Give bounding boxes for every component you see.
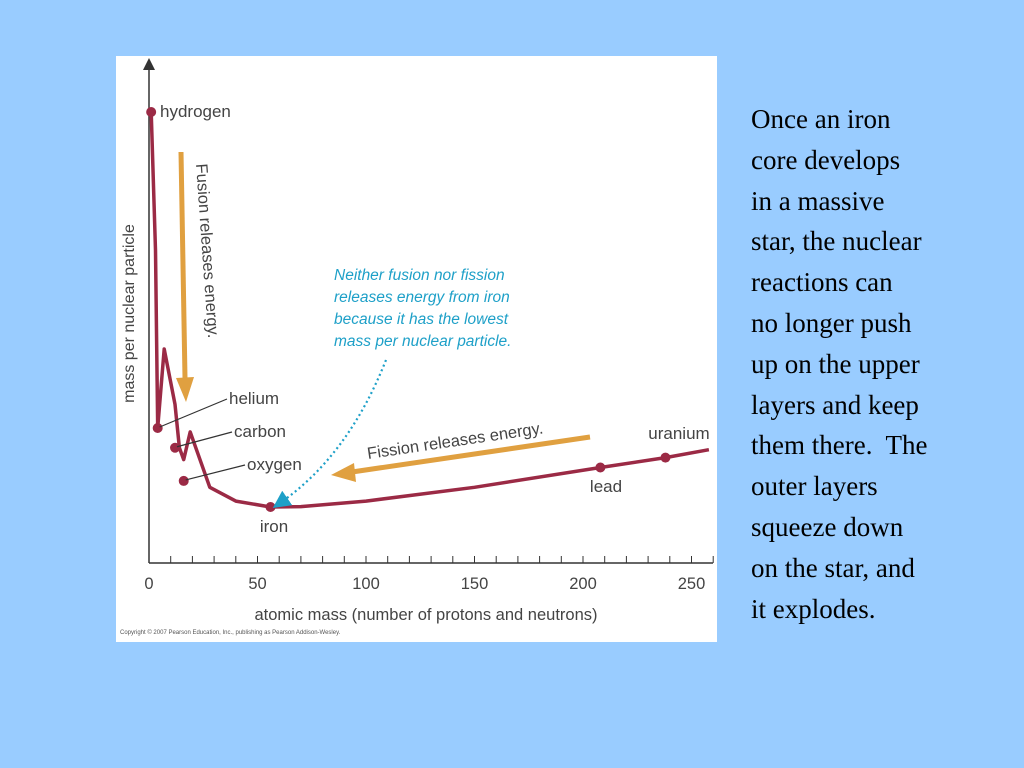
copyright-text: Copyright © 2007 Pearson Education, Inc.… [120,630,341,636]
chart-figure: mass per nuclear particle atomic mass (nu… [116,56,717,642]
element-labels: hydrogen helium carbon oxygen iron lead uraniu… [159,102,710,536]
slide-text-line: on the star, and [751,552,915,583]
slide-text-line: no longer push [751,307,912,338]
slide-text-line: squeeze down [751,511,904,542]
slide-text-line: it explodes. [751,593,876,624]
hydrogen-point [146,107,157,117]
helium-point [152,423,163,433]
slide-body-text: Once an iron core develops in a massive sta… [751,99,1013,629]
iron-note-pointer [272,359,388,509]
slide-text-line: up on the upper [751,348,920,379]
x-axis-label: atomic mass (number of protons and neutr… [255,606,598,624]
x-tick-label: 200 [569,575,597,593]
oxygen-point [178,475,189,486]
slide-text-line: them there. The [751,430,928,461]
slide-text-line: layers and keep [751,389,919,420]
fusion-annotation: Fusion releases energy. [192,163,222,339]
slide-text-line: in a massive [751,185,885,216]
slide-text-line: outer layers [751,471,878,502]
carbon-label: carbon [234,422,286,441]
oxygen-leader-line [185,464,246,481]
uranium-label: uranium [648,424,709,443]
lead-label: lead [590,477,622,496]
hydrogen-label: hydrogen [160,102,231,121]
x-tick-label: 50 [248,575,266,593]
lead-point [595,462,606,473]
energy-arrows [176,151,591,482]
iron-label: iron [260,517,288,536]
iron-note-line: Neither fusion nor fission [334,267,505,284]
x-tick-label: 250 [678,575,706,593]
slide-text-line: core develops [751,144,901,175]
x-tick-label: 150 [461,575,489,593]
binding-energy-line [149,111,710,509]
oxygen-label: oxygen [247,455,302,474]
helium-leader-line [159,398,228,428]
carbon-point [170,442,181,453]
chart-svg: mass per nuclear particle atomic mass (nu… [121,58,714,624]
fission-arrow-shaft [351,434,591,475]
iron-note-line: releases energy from iron [334,289,510,306]
binding-energy-curve [149,111,710,509]
slide-text-line: star, the nuclear [751,226,922,257]
fission-arrow-head [331,463,356,482]
iron-note-line: mass per nuclear particle. [334,333,511,350]
x-axis-ticks: 0 50 100 150 200 250 [144,556,714,593]
slide-text-line: Once an iron [751,104,891,134]
uranium-point [660,452,671,463]
x-tick-label: 100 [352,575,380,593]
slide-text-line: reactions can [751,267,893,298]
fusion-arrow-shaft [178,151,188,379]
x-tick-label: 0 [144,575,153,593]
carbon-leader-line [176,431,233,448]
helium-label: helium [229,389,279,408]
fusion-arrow-head [176,377,194,402]
iron-note-line: because it has the lowest [334,311,509,328]
iron-point [265,502,276,512]
y-axis-label: mass per nuclear particle [121,224,138,403]
chart-axes: mass per nuclear particle atomic mass (nu… [121,58,713,624]
